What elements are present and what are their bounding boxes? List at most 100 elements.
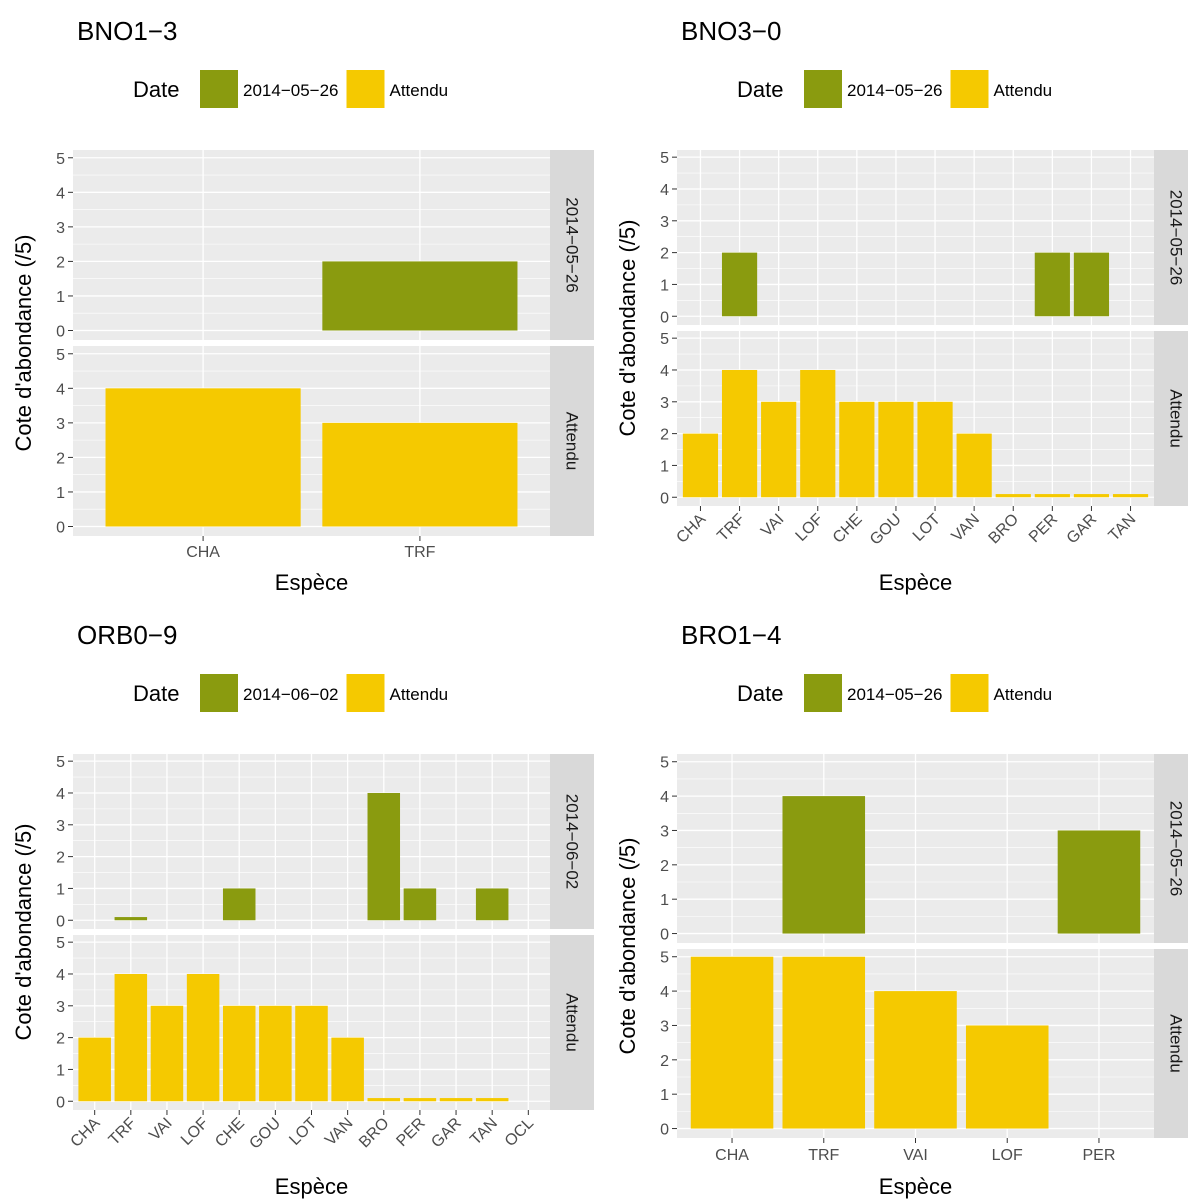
x-tick-label: CHA bbox=[68, 1115, 104, 1151]
legend-title: Date bbox=[133, 77, 179, 102]
facet-panel: 0 1 2 3 4 5 2014−06−02 bbox=[56, 754, 594, 930]
facet-strip bbox=[550, 754, 594, 929]
bar bbox=[839, 401, 875, 498]
y-tick-label: 5 bbox=[56, 935, 65, 952]
bar bbox=[1057, 830, 1141, 934]
y-tick-label: 2 bbox=[660, 858, 669, 875]
x-tick-label: TAN bbox=[1106, 511, 1140, 545]
legend-entry: Attendu bbox=[994, 685, 1053, 704]
legend-swatch bbox=[804, 674, 842, 712]
chart-2: BNO3−0 Date 2014−05−26 Attendu 0 1 2 3 4 5 2014−05… bbox=[615, 16, 1188, 595]
legend-title: Date bbox=[737, 77, 783, 102]
x-tick-label: CHA bbox=[673, 511, 709, 547]
y-tick-label: 4 bbox=[56, 967, 65, 984]
bar bbox=[403, 1098, 437, 1102]
legend-swatch bbox=[200, 70, 238, 108]
x-tick-label: BRO bbox=[356, 1115, 393, 1152]
y-tick-label: 0 bbox=[56, 913, 65, 930]
facet-strip bbox=[550, 346, 594, 536]
y-tick-label: 5 bbox=[660, 755, 669, 772]
legend-entry: Attendu bbox=[994, 81, 1053, 100]
bar bbox=[782, 956, 866, 1129]
bar bbox=[1073, 252, 1110, 317]
y-tick-label: 4 bbox=[660, 363, 669, 380]
y-tick-label: 1 bbox=[56, 289, 65, 306]
legend-entry: Attendu bbox=[390, 685, 449, 704]
bar bbox=[721, 252, 758, 317]
bar bbox=[331, 1037, 364, 1102]
y-tick-label: 2 bbox=[660, 1053, 669, 1070]
chart-title: BNO1−3 bbox=[77, 16, 177, 46]
chart-title: ORB0−9 bbox=[77, 620, 177, 650]
y-tick-label: 0 bbox=[660, 1122, 669, 1139]
y-tick-label: 5 bbox=[660, 150, 669, 167]
x-tick-label: CHA bbox=[186, 544, 220, 561]
legend-swatch bbox=[346, 70, 385, 108]
bar bbox=[322, 422, 518, 527]
bar bbox=[800, 369, 836, 498]
x-axis-title: Espèce bbox=[879, 1174, 952, 1199]
facet-panel: 0 1 2 3 4 5 2014−05−26 bbox=[660, 754, 1188, 944]
facet-panel: 0 1 2 3 4 5 Attendu bbox=[660, 949, 1188, 1139]
bar bbox=[150, 1005, 184, 1102]
chart-title: BRO1−4 bbox=[681, 620, 781, 650]
facet-panel: 0 1 2 3 4 5 2014−05−26 bbox=[660, 150, 1188, 326]
x-tick-label: LOF bbox=[178, 1115, 212, 1149]
x-tick-label: LOT bbox=[910, 511, 944, 545]
facet-strip bbox=[550, 150, 594, 340]
facet-panel: 0 1 2 3 4 5 Attendu bbox=[56, 346, 594, 537]
bar bbox=[1073, 494, 1110, 498]
x-tick-label: VAN bbox=[322, 1115, 356, 1149]
y-tick-label: 2 bbox=[56, 254, 65, 271]
bar bbox=[1034, 252, 1070, 317]
facet-strip bbox=[1154, 331, 1188, 506]
facet-strip-label: Attendu bbox=[1167, 389, 1186, 448]
x-tick-label: PER bbox=[1026, 511, 1061, 546]
y-tick-label: 0 bbox=[660, 309, 669, 326]
x-axis-title: Espèce bbox=[275, 1174, 348, 1199]
y-tick-label: 4 bbox=[56, 185, 65, 202]
y-tick-label: 3 bbox=[660, 214, 669, 231]
x-tick-label: GAR bbox=[428, 1115, 465, 1152]
x-tick-label: BRO bbox=[986, 511, 1023, 548]
x-axis-title: Espèce bbox=[275, 570, 348, 595]
bar bbox=[403, 888, 437, 921]
legend: Date 2014−05−26 Attendu bbox=[737, 70, 1052, 108]
legend-swatch bbox=[950, 674, 989, 712]
facet-strip bbox=[1154, 150, 1188, 325]
x-tick-label: VAN bbox=[949, 511, 983, 545]
facet-strip-label: 2014−06−02 bbox=[563, 794, 582, 890]
chart-1: BNO1−3 Date 2014−05−26 Attendu 0 1 2 3 4 5 2014−05… bbox=[11, 16, 594, 595]
facet-strip-label: Attendu bbox=[563, 412, 582, 471]
x-tick-label: TRF bbox=[808, 1147, 839, 1164]
bar bbox=[367, 792, 401, 921]
legend-entry: 2014−06−02 bbox=[243, 685, 339, 704]
facet-strip-label: Attendu bbox=[563, 993, 582, 1052]
facet-strip bbox=[1154, 754, 1188, 943]
bar bbox=[475, 888, 509, 921]
facet-strip-label: Attendu bbox=[1167, 1014, 1186, 1073]
x-tick-label: LOT bbox=[286, 1115, 320, 1149]
legend: Date 2014−05−26 Attendu bbox=[133, 70, 448, 108]
facet-panel: 0 1 2 3 4 5 Attendu bbox=[660, 331, 1188, 507]
y-axis-title: Cote d'abondance (/5) bbox=[615, 837, 640, 1054]
y-tick-label: 5 bbox=[660, 331, 669, 348]
x-tick-label: LOF bbox=[992, 1147, 1023, 1164]
y-tick-label: 4 bbox=[56, 786, 65, 803]
x-tick-label: PER bbox=[393, 1115, 428, 1150]
bar bbox=[105, 388, 301, 527]
y-tick-label: 0 bbox=[56, 520, 65, 537]
bar bbox=[186, 973, 220, 1102]
bar bbox=[222, 1005, 256, 1102]
x-axis-title: Espèce bbox=[879, 570, 952, 595]
bar bbox=[682, 433, 719, 498]
bar bbox=[721, 369, 758, 498]
legend-swatch bbox=[950, 70, 989, 108]
y-tick-label: 2 bbox=[660, 427, 669, 444]
facet-panel: 0 1 2 3 4 5 Attendu bbox=[56, 935, 594, 1111]
bar bbox=[995, 494, 1031, 498]
y-tick-label: 1 bbox=[660, 277, 669, 294]
y-tick-label: 0 bbox=[56, 1094, 65, 1111]
y-tick-label: 3 bbox=[56, 818, 65, 835]
